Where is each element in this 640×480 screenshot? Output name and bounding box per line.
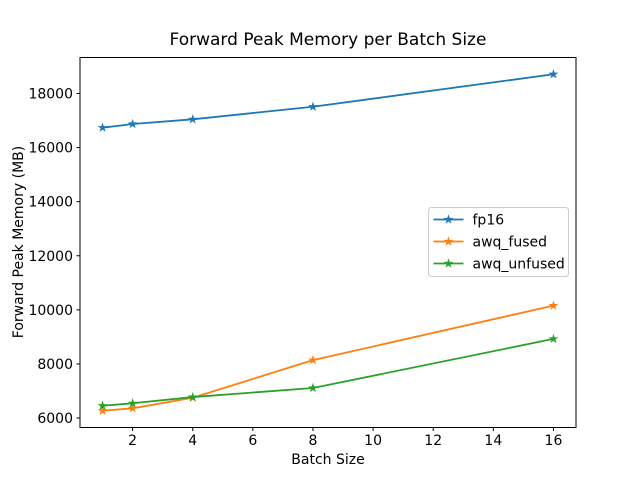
x-tick-label: 2 <box>128 433 137 449</box>
data-point-marker-awq_fused <box>308 354 318 365</box>
data-point-marker-awq_unfused <box>97 400 108 410</box>
legend-box <box>428 207 569 277</box>
y-tick-label: 6000 <box>37 411 73 427</box>
data-point-marker-fp16 <box>548 69 559 79</box>
legend-label-awq_fused: awq_fused <box>473 235 548 251</box>
data-point-marker-awq_fused <box>548 300 559 310</box>
legend-marker-awq_unfused <box>443 258 454 268</box>
data-point-marker-fp16 <box>187 114 198 124</box>
x-tick-label: 12 <box>424 433 442 449</box>
chart-title: Forward Peak Memory per Batch Size <box>170 30 487 50</box>
legend-marker-fp16 <box>443 214 454 224</box>
legend-label-fp16: fp16 <box>473 213 505 229</box>
data-point-marker-fp16 <box>127 118 138 129</box>
y-tick-label: 8000 <box>37 357 73 373</box>
x-axis-label: Batch Size <box>291 452 364 468</box>
data-point-marker-awq_fused <box>127 403 138 413</box>
x-tick-label: 4 <box>188 433 197 449</box>
x-tick-label: 8 <box>309 433 318 449</box>
x-tick-label: 14 <box>484 433 502 449</box>
y-tick-label: 18000 <box>28 86 73 102</box>
x-tick-label: 6 <box>248 433 257 449</box>
y-tick-label: 12000 <box>28 249 73 265</box>
data-point-marker-fp16 <box>308 101 318 111</box>
y-tick-label: 16000 <box>28 141 73 157</box>
data-point-marker-awq_unfused <box>187 391 198 402</box>
data-point-marker-fp16 <box>97 122 108 132</box>
data-point-marker-awq_fused <box>97 405 108 415</box>
legend-marker-awq_fused <box>443 236 454 246</box>
series-line-awq_fused <box>101 304 555 412</box>
legend-label-awq_unfused: awq_unfused <box>473 257 565 273</box>
data-point-marker-awq_unfused <box>548 333 559 344</box>
data-point-marker-awq_unfused <box>308 382 318 393</box>
data-point-marker-awq_unfused <box>127 398 138 408</box>
y-tick-label: 10000 <box>28 303 73 319</box>
y-axis-label: Forward Peak Memory (MB) <box>11 146 27 338</box>
plot-area-border <box>79 57 577 428</box>
series-line-awq_unfused <box>101 338 555 407</box>
x-tick-label: 10 <box>364 433 382 449</box>
y-tick-label: 14000 <box>28 195 73 211</box>
x-tick-label: 16 <box>545 433 563 449</box>
series-line-fp16 <box>101 73 555 129</box>
